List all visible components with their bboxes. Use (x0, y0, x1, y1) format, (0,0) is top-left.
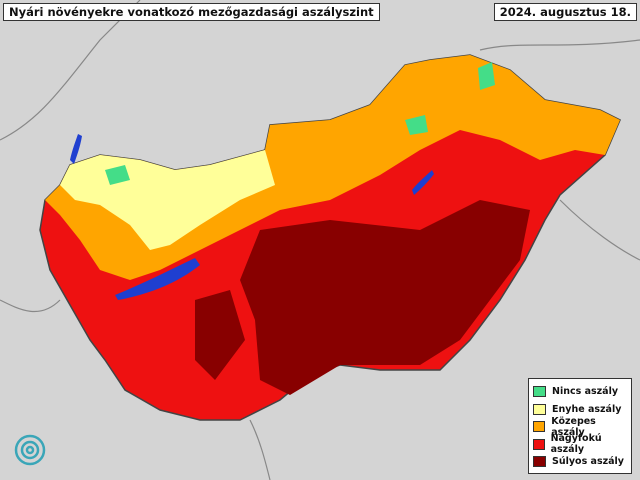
lake-tisza (412, 170, 434, 195)
legend-swatch (533, 421, 546, 433)
legend-item: Nagyfokú aszály (533, 433, 627, 456)
legend-item: Súlyos aszály (533, 453, 627, 471)
region-none (478, 62, 495, 90)
date: 2024. augusztus 18. (493, 3, 637, 21)
legend-swatch (533, 456, 546, 468)
legend-label: Súlyos aszály (552, 456, 624, 468)
country-border (0, 299, 61, 313)
legend-item: Enyhe aszály (533, 401, 627, 419)
country-border (249, 419, 271, 480)
legend: Nincs aszály Enyhe aszály Közepes aszály Na… (528, 378, 632, 474)
legend-label: Nincs aszály (552, 386, 619, 398)
region-extreme (195, 290, 245, 380)
logo (14, 434, 46, 466)
legend-label: Enyhe aszály (552, 403, 622, 415)
legend-swatch (533, 438, 545, 450)
region-none (405, 115, 428, 135)
legend-item: Közepes aszály (533, 415, 627, 438)
lake-ferto (70, 134, 82, 164)
legend-swatch (533, 403, 546, 415)
title: Nyári növényekre vonatkozó mezőgazdasági… (3, 3, 380, 21)
logo-ring (20, 440, 40, 460)
legend-label: Nagyfokú aszály (550, 433, 602, 456)
legend-item: Nincs aszály (533, 383, 627, 401)
logo-ring (25, 445, 35, 455)
region-none (105, 165, 130, 185)
legend-label: Közepes aszály (551, 415, 596, 438)
country-border (479, 39, 640, 51)
lake-balaton (115, 258, 200, 300)
country-border (0, 0, 141, 141)
logo-ring (14, 434, 46, 466)
country-border (559, 199, 640, 261)
region-extreme (240, 200, 530, 395)
legend-swatch (533, 386, 546, 398)
